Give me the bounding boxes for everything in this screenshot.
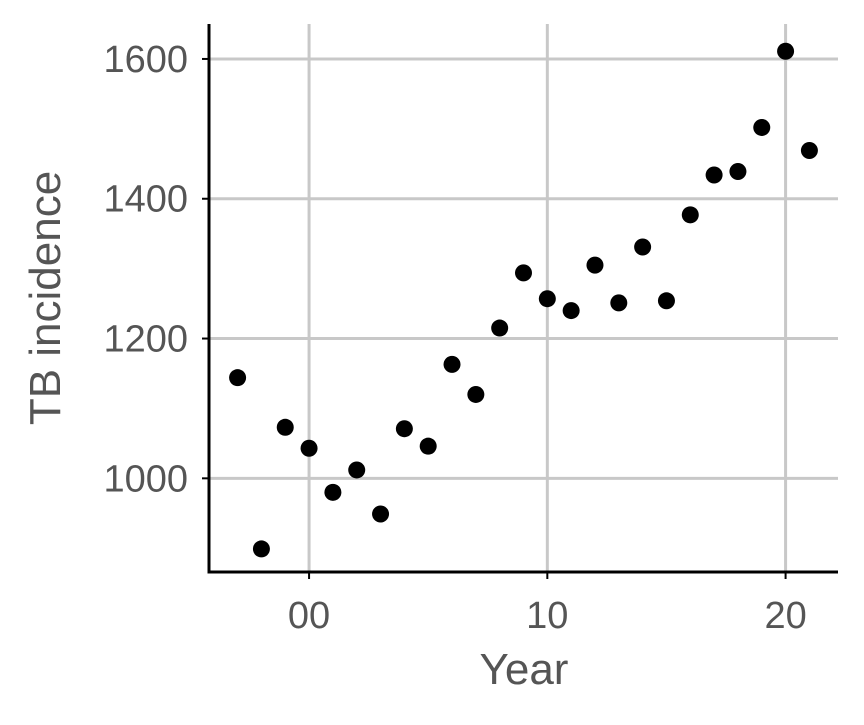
grid-lines: [209, 24, 838, 572]
tick-labels: 00 10 20 1000 1200 1400 1600: [103, 39, 806, 637]
data-point: [800, 142, 818, 160]
data-point: [753, 118, 771, 136]
y-tick-label: 1400: [103, 179, 188, 221]
x-tick-label: 00: [288, 595, 330, 637]
y-tick-label: 1600: [103, 39, 188, 81]
data-point: [419, 437, 437, 455]
data-point: [729, 162, 747, 180]
data-point: [252, 540, 270, 558]
data-point: [515, 264, 532, 282]
data-point: [562, 302, 580, 320]
data-point: [586, 256, 604, 274]
data-point: [657, 292, 675, 310]
data-point: [324, 483, 342, 501]
data-points: [229, 42, 818, 558]
data-point: [372, 505, 390, 523]
y-axis-title: TB incidence: [21, 171, 70, 425]
data-point: [229, 369, 247, 387]
x-axis-title: Year: [480, 645, 569, 694]
data-point: [681, 206, 699, 224]
data-point: [443, 355, 461, 373]
data-point: [634, 238, 652, 256]
data-point: [491, 319, 509, 337]
data-point: [777, 42, 795, 60]
y-tick-label: 1000: [103, 458, 188, 500]
data-point: [610, 294, 628, 312]
data-point: [467, 385, 485, 403]
data-point: [348, 461, 366, 479]
x-tick-label: 20: [764, 595, 806, 637]
data-point: [276, 418, 294, 436]
data-point: [705, 166, 723, 184]
data-point: [395, 420, 413, 438]
x-tick-label: 10: [526, 595, 568, 637]
axes: [202, 24, 838, 579]
data-point: [538, 290, 556, 308]
y-tick-label: 1200: [103, 319, 188, 361]
data-point: [300, 439, 318, 457]
